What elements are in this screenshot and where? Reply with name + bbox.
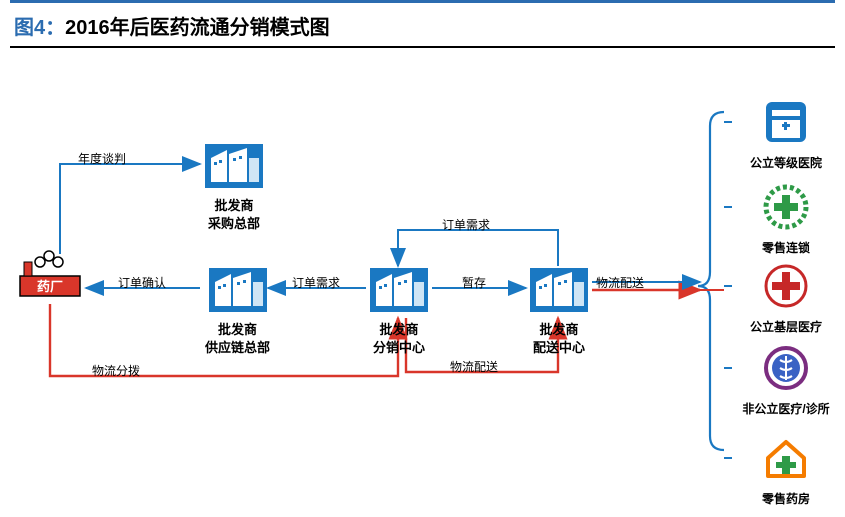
target-3: 非公立医疗/诊所 [736, 344, 836, 417]
node-label: 批发商 供应链总部 [205, 321, 270, 356]
node-label: 批发商 采购总部 [205, 197, 263, 232]
target-1: 零售连锁 [736, 183, 836, 256]
node-factory: 药厂 [18, 248, 82, 303]
node-distribution-center: 批发商 分销中心 [370, 268, 428, 356]
factory-icon: 药厂 [18, 248, 82, 298]
factory-label: 药厂 [37, 279, 63, 294]
hospital-box-icon [762, 133, 810, 150]
edge-label-e2: 订单确认 [118, 274, 166, 291]
right-bracket [698, 112, 724, 450]
target-4: 零售药房 [736, 434, 836, 507]
target-label: 非公立医疗/诊所 [736, 400, 836, 417]
node-delivery-center: 批发商 配送中心 [530, 268, 588, 356]
edge-label-e4: 暂存 [462, 274, 486, 291]
title-text: 2016年后医药流通分销模式图 [65, 17, 330, 39]
caduceus-ring-icon [762, 379, 810, 396]
node-label: 批发商 配送中心 [530, 321, 588, 356]
node-procurement-hq: 批发商 采购总部 [205, 144, 263, 232]
target-label: 公立基层医疗 [736, 318, 836, 335]
building-icon [205, 144, 263, 188]
edge-e1 [60, 164, 200, 254]
building-icon [530, 268, 588, 312]
building-icon [209, 268, 267, 312]
diagram-canvas: 药厂 批发商 采购总部 批发商 供应链总部 批发商 分销中心 批发商 配送中心 … [0, 50, 845, 517]
building-icon [370, 268, 428, 312]
target-2: 公立基层医疗 [736, 262, 836, 335]
target-label: 公立等级医院 [736, 154, 836, 171]
edge-label-e1: 年度谈判 [78, 150, 126, 167]
house-cross-icon [762, 469, 810, 486]
cross-wreath-icon [762, 218, 810, 235]
node-supplychain-hq: 批发商 供应链总部 [205, 268, 270, 356]
target-0: 公立等级医院 [736, 98, 836, 171]
edge-e5 [398, 230, 558, 266]
target-label: 零售药房 [736, 490, 836, 507]
figure-title: 图4：2016年后医药流通分销模式图 [10, 0, 835, 48]
title-prefix: 图4： [14, 17, 65, 39]
cross-circle-icon [762, 297, 810, 314]
target-label: 零售连锁 [736, 239, 836, 256]
node-label: 批发商 分销中心 [370, 321, 428, 356]
edge-label-e8: 物流配送 [596, 274, 644, 291]
edge-label-e3: 订单需求 [292, 274, 340, 291]
edge-label-e7: 物流配送 [450, 358, 498, 375]
edge-label-e6: 物流分拨 [92, 362, 140, 379]
edge-label-e5: 订单需求 [442, 216, 490, 233]
